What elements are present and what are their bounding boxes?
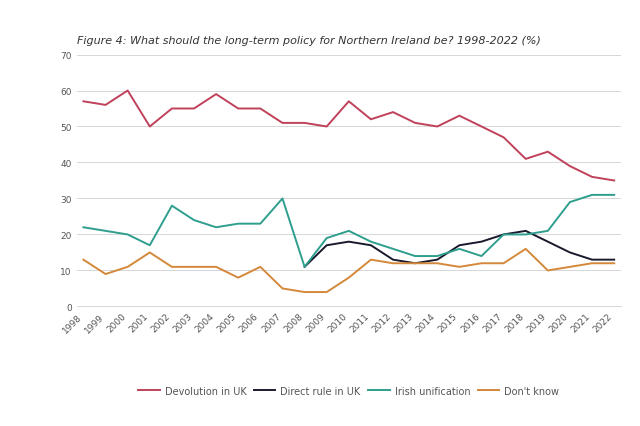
Irish unification xyxy=(522,232,529,237)
Direct rule in UK xyxy=(323,243,330,248)
Irish unification xyxy=(168,204,176,209)
Don't know xyxy=(190,265,198,270)
Direct rule in UK xyxy=(456,243,463,248)
Direct rule in UK xyxy=(544,239,552,245)
Irish unification xyxy=(345,229,353,234)
Don't know xyxy=(79,257,87,262)
Don't know xyxy=(323,290,330,295)
Line: Irish unification: Irish unification xyxy=(83,196,614,267)
Don't know xyxy=(212,265,220,270)
Irish unification xyxy=(234,222,242,227)
Irish unification xyxy=(190,218,198,223)
Don't know xyxy=(611,261,618,266)
Line: Devolution in UK: Devolution in UK xyxy=(83,91,614,181)
Direct rule in UK xyxy=(477,239,485,245)
Devolution in UK xyxy=(500,135,508,141)
Irish unification xyxy=(79,225,87,230)
Devolution in UK xyxy=(588,175,596,180)
Devolution in UK xyxy=(234,106,242,112)
Irish unification xyxy=(611,193,618,198)
Irish unification xyxy=(367,239,375,245)
Devolution in UK xyxy=(301,121,308,126)
Devolution in UK xyxy=(389,110,397,115)
Irish unification xyxy=(389,247,397,252)
Devolution in UK xyxy=(146,125,154,130)
Devolution in UK xyxy=(611,178,618,184)
Legend: Devolution in UK, Direct rule in UK, Irish unification, Don't know: Devolution in UK, Direct rule in UK, Iri… xyxy=(134,382,563,400)
Devolution in UK xyxy=(168,106,176,112)
Devolution in UK xyxy=(102,103,109,108)
Irish unification xyxy=(257,222,264,227)
Don't know xyxy=(146,250,154,256)
Devolution in UK xyxy=(522,157,529,162)
Devolution in UK xyxy=(323,125,330,130)
Irish unification xyxy=(477,254,485,259)
Don't know xyxy=(477,261,485,266)
Devolution in UK xyxy=(212,92,220,98)
Don't know xyxy=(389,261,397,266)
Devolution in UK xyxy=(456,114,463,119)
Irish unification xyxy=(412,254,419,259)
Don't know xyxy=(544,268,552,273)
Devolution in UK xyxy=(477,125,485,130)
Don't know xyxy=(588,261,596,266)
Direct rule in UK xyxy=(345,239,353,245)
Devolution in UK xyxy=(412,121,419,126)
Don't know xyxy=(102,272,109,277)
Devolution in UK xyxy=(257,106,264,112)
Direct rule in UK xyxy=(433,257,441,262)
Direct rule in UK xyxy=(522,229,529,234)
Don't know xyxy=(500,261,508,266)
Don't know xyxy=(345,276,353,281)
Irish unification xyxy=(102,229,109,234)
Direct rule in UK xyxy=(588,257,596,262)
Devolution in UK xyxy=(278,121,286,126)
Devolution in UK xyxy=(124,89,131,94)
Don't know xyxy=(456,265,463,270)
Direct rule in UK xyxy=(566,250,574,256)
Direct rule in UK xyxy=(367,243,375,248)
Don't know xyxy=(168,265,176,270)
Don't know xyxy=(257,265,264,270)
Line: Don't know: Don't know xyxy=(83,249,614,292)
Direct rule in UK xyxy=(500,232,508,237)
Irish unification xyxy=(301,265,308,270)
Irish unification xyxy=(544,229,552,234)
Direct rule in UK xyxy=(611,257,618,262)
Irish unification xyxy=(323,236,330,241)
Devolution in UK xyxy=(345,100,353,105)
Devolution in UK xyxy=(79,100,87,105)
Don't know xyxy=(412,261,419,266)
Irish unification xyxy=(124,232,131,237)
Don't know xyxy=(566,265,574,270)
Direct rule in UK xyxy=(389,257,397,262)
Direct rule in UK xyxy=(301,265,308,270)
Line: Direct rule in UK: Direct rule in UK xyxy=(305,231,614,267)
Irish unification xyxy=(500,232,508,237)
Devolution in UK xyxy=(566,164,574,169)
Irish unification xyxy=(588,193,596,198)
Irish unification xyxy=(278,196,286,201)
Devolution in UK xyxy=(190,106,198,112)
Don't know xyxy=(124,265,131,270)
Don't know xyxy=(433,261,441,266)
Devolution in UK xyxy=(544,150,552,155)
Irish unification xyxy=(433,254,441,259)
Don't know xyxy=(301,290,308,295)
Don't know xyxy=(367,257,375,262)
Don't know xyxy=(234,276,242,281)
Devolution in UK xyxy=(367,118,375,123)
Irish unification xyxy=(456,247,463,252)
Irish unification xyxy=(566,200,574,205)
Direct rule in UK xyxy=(412,261,419,266)
Irish unification xyxy=(212,225,220,230)
Irish unification xyxy=(146,243,154,248)
Don't know xyxy=(278,286,286,291)
Text: Figure 4: What should the long-term policy for Northern Ireland be? 1998-2022 (%: Figure 4: What should the long-term poli… xyxy=(77,36,541,46)
Devolution in UK xyxy=(433,125,441,130)
Don't know xyxy=(522,247,529,252)
